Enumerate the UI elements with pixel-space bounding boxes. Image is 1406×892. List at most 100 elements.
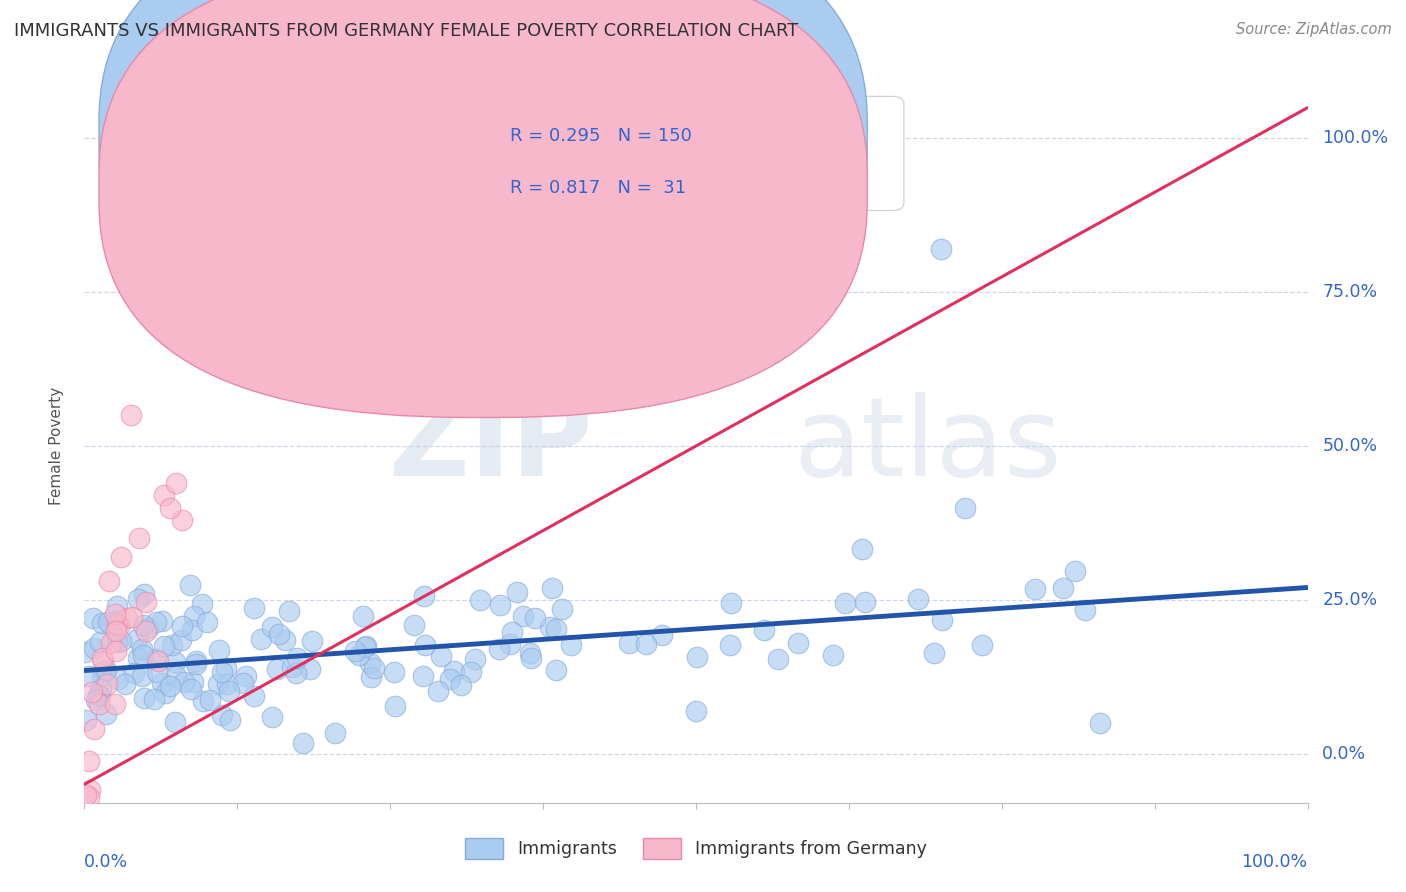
Point — [150, 676, 173, 690]
Point — [83, 722, 105, 736]
Point — [1074, 603, 1097, 617]
Point — [460, 665, 482, 679]
Point — [136, 621, 159, 635]
Point — [301, 633, 323, 648]
Y-axis label: Female Poverty: Female Poverty — [49, 387, 63, 505]
Point — [105, 634, 128, 648]
Point — [211, 708, 233, 723]
Point — [79, 783, 101, 797]
Point — [104, 607, 127, 621]
Point — [191, 694, 214, 708]
Point — [402, 617, 425, 632]
Point — [231, 675, 253, 690]
Point — [551, 602, 574, 616]
Point — [87, 688, 110, 702]
Point — [520, 650, 543, 665]
Point — [179, 578, 201, 592]
Point — [235, 669, 257, 683]
Text: 50.0%: 50.0% — [1322, 437, 1378, 455]
Point — [439, 672, 461, 686]
FancyBboxPatch shape — [98, 0, 868, 417]
Point — [501, 625, 523, 640]
Point — [323, 726, 346, 740]
Point — [853, 595, 876, 609]
Point — [560, 638, 582, 652]
Point — [93, 664, 115, 678]
Point — [114, 676, 136, 690]
Point — [104, 644, 127, 658]
Point — [83, 641, 105, 656]
Point — [298, 662, 321, 676]
Point — [262, 620, 284, 634]
Point — [1052, 581, 1074, 595]
Point — [75, 645, 97, 659]
Point — [153, 488, 176, 502]
Point — [541, 582, 564, 596]
Point — [76, 713, 98, 727]
Point — [242, 689, 264, 703]
Point — [851, 541, 873, 556]
Point — [907, 591, 929, 606]
Point — [98, 617, 121, 632]
Point — [165, 669, 187, 683]
Point — [787, 635, 810, 649]
FancyBboxPatch shape — [98, 0, 868, 366]
Point — [132, 648, 155, 662]
Point — [134, 595, 156, 609]
Point — [207, 677, 229, 691]
Legend: Immigrants, Immigrants from Germany: Immigrants, Immigrants from Germany — [458, 831, 934, 865]
Point — [110, 549, 132, 564]
Point — [260, 710, 283, 724]
Point — [685, 650, 707, 665]
Text: 0.0%: 0.0% — [84, 853, 128, 871]
Point — [191, 598, 214, 612]
Text: atlas: atlas — [794, 392, 1063, 500]
Point — [107, 672, 129, 686]
Point — [285, 651, 308, 665]
Point — [183, 608, 205, 623]
Point — [84, 692, 107, 706]
Point — [77, 755, 100, 769]
Point — [931, 613, 953, 627]
Point — [91, 616, 114, 631]
Point — [499, 637, 522, 651]
Point — [651, 628, 673, 642]
Point — [718, 638, 741, 652]
Point — [219, 714, 242, 728]
Point — [110, 633, 132, 648]
Point — [173, 675, 195, 690]
Point — [488, 642, 510, 657]
Point — [172, 619, 194, 633]
Point — [354, 640, 377, 654]
Point — [450, 678, 472, 692]
Point — [823, 648, 845, 662]
Point — [87, 698, 110, 712]
Point — [165, 715, 187, 730]
Text: IMMIGRANTS VS IMMIGRANTS FROM GERMANY FEMALE POVERTY CORRELATION CHART: IMMIGRANTS VS IMMIGRANTS FROM GERMANY FE… — [14, 22, 799, 40]
Point — [90, 668, 112, 682]
Point — [384, 699, 406, 714]
Point — [360, 670, 382, 684]
Point — [180, 682, 202, 697]
Point — [121, 610, 143, 624]
Point — [122, 666, 145, 681]
Text: 75.0%: 75.0% — [1322, 283, 1378, 301]
Point — [1063, 564, 1085, 578]
Point — [359, 656, 381, 670]
Point — [120, 409, 142, 423]
Point — [97, 615, 120, 629]
Point — [720, 597, 742, 611]
Point — [103, 697, 125, 711]
Point — [218, 683, 240, 698]
Point — [464, 651, 486, 665]
Point — [352, 608, 374, 623]
Point — [107, 617, 129, 632]
Point — [636, 637, 658, 651]
Point — [198, 693, 221, 707]
Point — [1024, 582, 1046, 596]
Point — [150, 614, 173, 628]
Point — [215, 677, 238, 691]
Point — [470, 592, 492, 607]
Point — [131, 669, 153, 683]
Point — [184, 657, 207, 672]
